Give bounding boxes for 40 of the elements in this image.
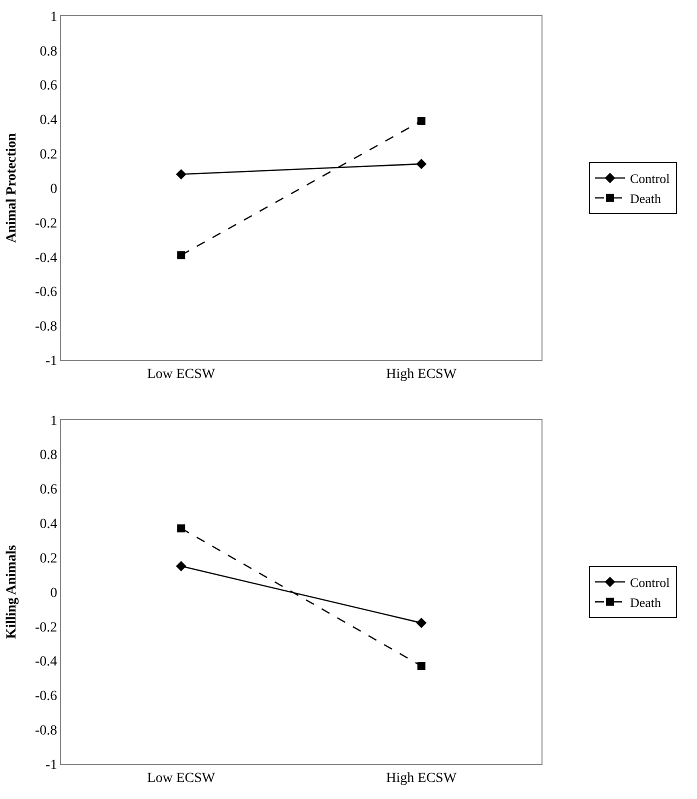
y-tick-label: -0.4 [35, 654, 58, 670]
y-tick-label: -0.6 [35, 689, 58, 704]
legend-label: Death [630, 594, 662, 610]
y-tick-label: -1 [46, 758, 58, 773]
y-tick-label: -0.8 [35, 320, 58, 335]
point [176, 560, 186, 572]
legend-label: Control [630, 574, 670, 590]
legend-label: Death [630, 190, 662, 206]
y-axis-title: Animal Protection [4, 132, 20, 243]
x-tick-label: Low ECSW [147, 770, 216, 786]
y-tick-label: -0.4 [35, 250, 58, 266]
y-tick-label: -0.2 [35, 216, 58, 232]
y-tick-label: -0.8 [35, 723, 58, 738]
point [176, 169, 186, 180]
y-tick-label: 0.6 [40, 482, 58, 498]
x-tick-label: Low ECSW [147, 366, 216, 382]
y-tick-label: 0 [50, 586, 58, 601]
y-axis-title: Killing Animals [4, 544, 20, 639]
y-tick-label: 0.4 [40, 113, 58, 128]
point [416, 158, 427, 170]
point [417, 116, 426, 125]
x-tick-label: High ECSW [386, 366, 458, 382]
y-tick-label: 0.2 [40, 148, 58, 163]
point [177, 251, 186, 260]
legend-label: Control [630, 171, 670, 186]
point [417, 662, 426, 670]
y-tick-label: 0 [50, 182, 58, 197]
y-tick-label: 0.4 [40, 517, 58, 532]
y-tick-label: 0.2 [40, 551, 58, 566]
y-tick-label: 1 [50, 10, 58, 25]
y-tick-label: -0.2 [35, 620, 58, 636]
y-tick-label: 1 [50, 414, 58, 429]
y-tick-label: 0.8 [40, 44, 58, 60]
x-tick-label: High ECSW [386, 770, 458, 786]
y-tick-label: -1 [46, 354, 58, 369]
point [177, 524, 186, 532]
y-tick-label: 0.8 [40, 448, 58, 464]
point [416, 618, 427, 628]
y-tick-label: 0.6 [40, 78, 58, 94]
y-tick-label: -0.6 [35, 285, 58, 300]
